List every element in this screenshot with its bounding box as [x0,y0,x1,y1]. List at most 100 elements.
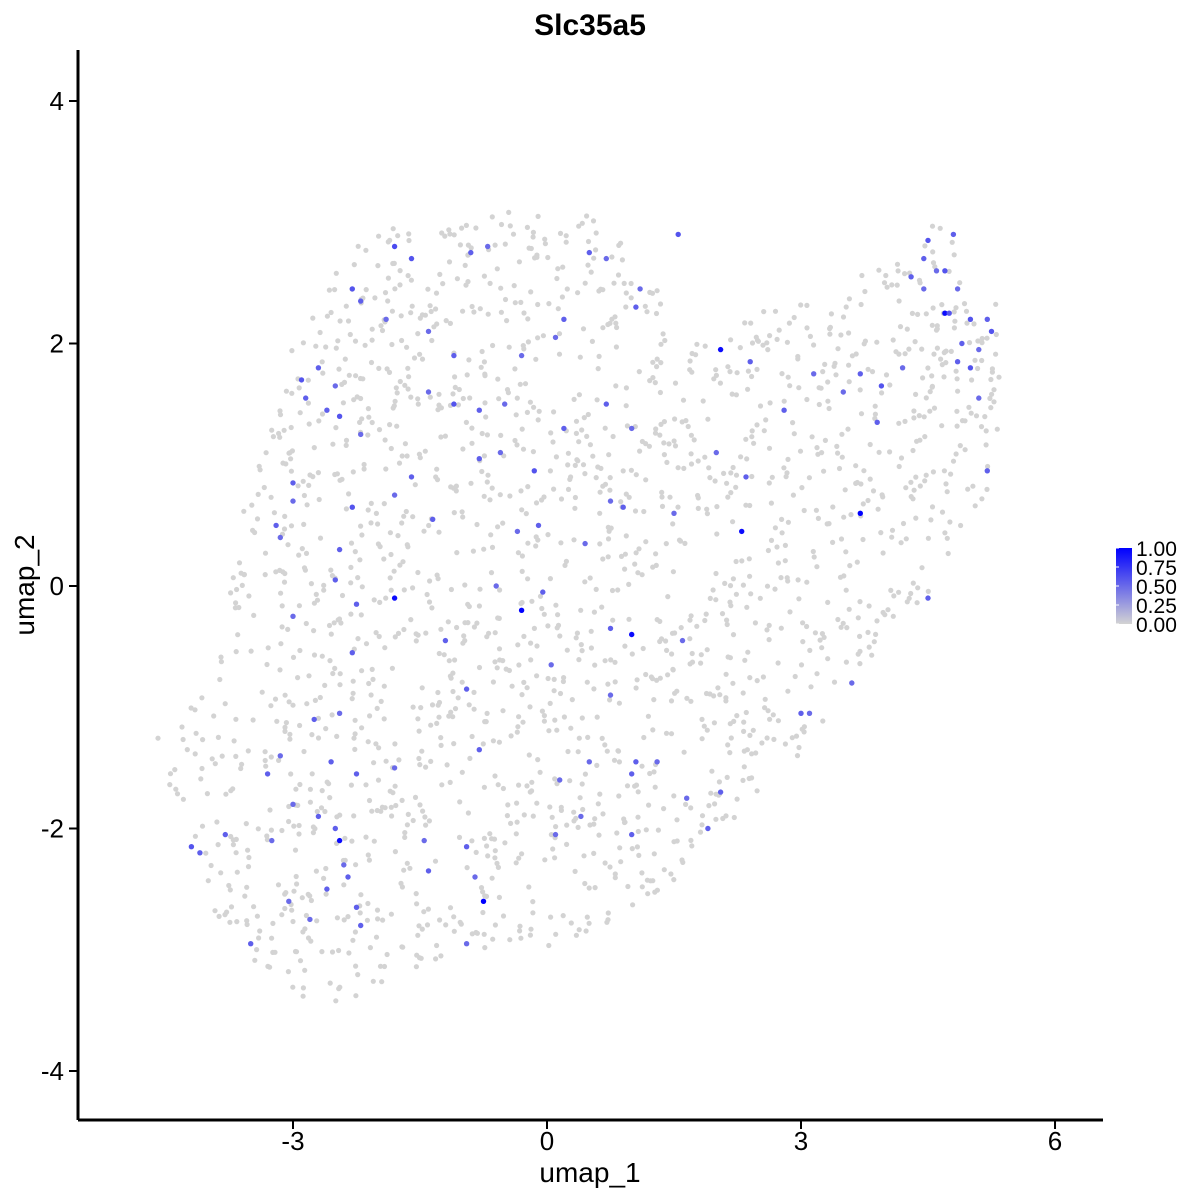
cell-point [346,491,352,497]
cell-point [572,462,578,468]
cell-point [553,602,559,608]
cell-point [228,904,235,910]
cell-point [438,626,444,632]
cell-point [396,460,403,466]
cell-point [484,432,490,438]
cell-point [306,482,312,488]
cell-point [811,554,817,560]
cell-point [941,468,948,474]
cell-point [299,546,305,552]
cell-point [184,747,190,753]
expressing-cell-point [717,789,724,795]
cell-point [652,889,658,895]
cell-point [555,612,561,618]
cell-point [607,864,613,870]
cell-point [643,477,649,483]
cell-point [312,697,318,704]
cell-point [933,327,940,333]
cell-point [785,578,791,584]
cell-point [405,811,411,818]
cell-point [263,450,269,456]
cell-point [492,242,498,248]
cell-point [397,282,403,288]
cell-point [285,542,291,548]
cell-point [748,320,754,326]
cell-point [654,288,660,294]
cell-point [415,401,421,407]
cell-point [504,318,510,324]
cell-point [946,268,952,274]
cell-point [576,657,582,663]
cell-point [671,793,677,799]
cell-point [699,813,706,819]
cell-point [350,690,356,696]
expressing-cell-point [502,401,508,407]
cell-point [670,521,676,527]
cell-point [212,761,218,767]
cell-point [357,419,363,425]
cell-point [939,302,945,308]
cell-point [790,420,796,426]
cell-point [623,533,629,539]
cell-point [612,659,618,665]
cell-point [526,245,532,251]
expressing-cell-point [959,340,965,347]
cell-point [480,889,486,895]
cell-point [423,630,429,636]
cell-point [636,369,642,375]
cell-point [558,496,565,502]
cell-point [800,620,806,626]
cell-point [519,507,525,513]
cell-point [582,471,588,477]
cell-point [742,320,748,326]
cell-point [814,671,820,677]
cell-point [830,539,836,546]
cell-point [749,434,755,440]
cell-point [652,784,658,790]
cell-point [527,932,534,938]
cell-point [966,340,973,346]
cell-point [604,748,610,754]
cell-point [352,338,359,344]
cell-point [448,709,454,715]
cell-point [729,391,735,397]
cell-point [751,440,757,446]
cell-point [932,264,938,270]
cell-point [761,428,767,434]
cell-point [218,654,224,660]
expressing-cell-point [582,540,588,547]
cell-point [859,272,865,279]
cell-point [906,346,912,352]
cell-point [957,443,963,449]
cell-point [983,442,989,448]
cell-point [530,234,536,240]
cell-point [340,857,346,864]
cell-point [834,443,840,449]
cell-point [416,728,422,734]
cell-point [337,671,343,677]
cell-point [885,607,891,613]
expressing-cell-point [629,771,635,777]
cell-point [790,492,797,498]
cell-point [394,390,400,396]
cell-point [599,604,605,610]
expressing-cell-point [391,595,398,601]
cell-point [436,391,442,397]
cell-point [944,535,950,541]
cell-point [575,458,581,464]
cell-point [334,915,340,921]
cell-point [678,625,684,631]
cell-point [333,345,339,351]
cell-point [257,928,263,934]
cell-point [380,917,386,923]
cell-point [514,819,520,825]
cell-point [902,418,908,424]
cell-point [857,633,863,640]
cell-point [883,372,890,378]
cell-point [914,600,920,606]
cell-point [702,454,708,460]
cell-point [957,280,963,286]
legend-label: 1.00 [1136,538,1177,561]
cell-point [713,597,719,603]
